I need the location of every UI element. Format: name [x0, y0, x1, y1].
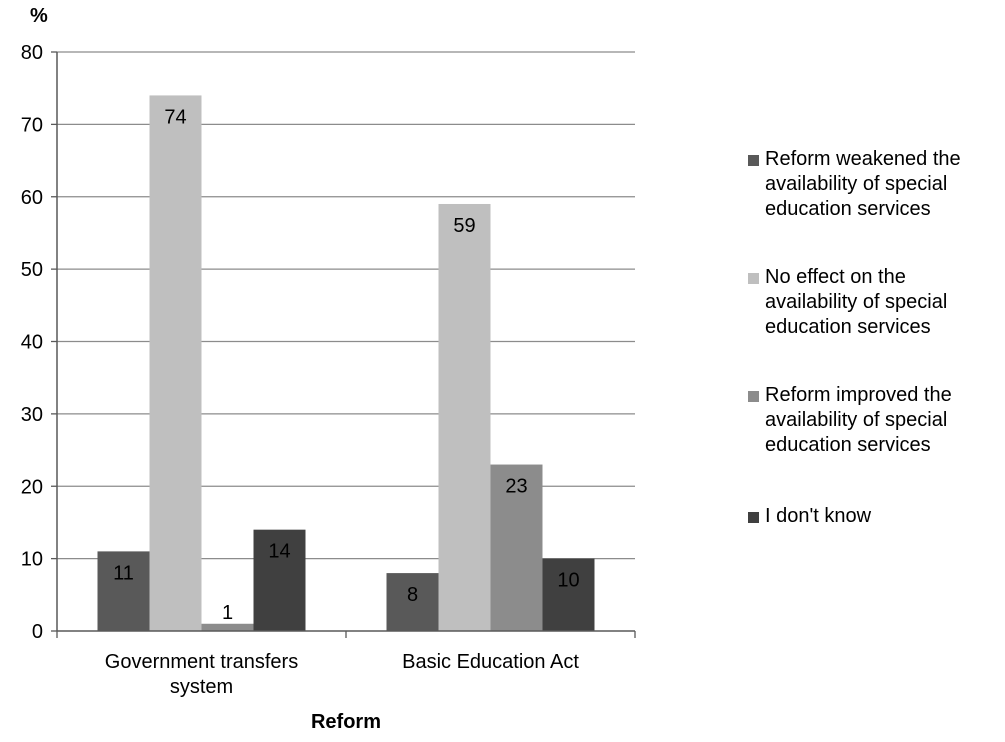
- gridlines: [57, 51, 635, 560]
- x-axis-label: Reform: [311, 711, 381, 733]
- legend-label: availability of special: [765, 409, 947, 431]
- legend-swatch: [748, 512, 759, 523]
- bars: [97, 95, 595, 632]
- legend-label: education services: [765, 434, 931, 456]
- legend-label: No effect on the: [765, 266, 906, 288]
- legend-label: education services: [765, 198, 931, 220]
- bar: [149, 95, 202, 632]
- data-label: 23: [505, 476, 527, 498]
- legend-label: I don't know: [765, 505, 872, 527]
- legend-label: Reform improved the: [765, 384, 952, 406]
- y-tick-label: 0: [32, 621, 43, 643]
- legend-swatch: [748, 155, 759, 166]
- y-tick-label: 20: [21, 476, 43, 498]
- legend-label: Reform weakened the: [765, 148, 961, 170]
- y-tick-label: 80: [21, 42, 43, 64]
- bar: [542, 558, 595, 631]
- legend-label: availability of special: [765, 291, 947, 313]
- x-tick-label: Basic Education Act: [402, 651, 579, 673]
- data-labels: 11 8 74 59 1 23 14 10: [113, 106, 580, 623]
- data-label: 14: [268, 541, 290, 563]
- legend-label: availability of special: [765, 173, 947, 195]
- bar: [201, 623, 254, 631]
- bar: [386, 573, 439, 631]
- x-tick-label: Government transfers: [105, 651, 298, 673]
- axes: 0 10 20 30 40 50 60 70 80% Government transfers sy…: [21, 5, 636, 733]
- legend-swatch: [748, 273, 759, 284]
- data-label: 1: [222, 602, 233, 624]
- data-label: 11: [113, 562, 134, 584]
- y-tick-label: 60: [21, 187, 43, 209]
- bar: [97, 551, 150, 631]
- legend: Reform weakened the availability of speci…: [748, 148, 961, 527]
- y-tick-label: 10: [21, 549, 43, 571]
- x-tick-label: system: [170, 676, 233, 698]
- bar: [438, 203, 491, 632]
- legend-swatch: [748, 391, 759, 402]
- data-label: 74: [164, 106, 186, 128]
- y-tick-label: 40: [21, 332, 43, 354]
- y-tick-label: 30: [21, 404, 43, 426]
- y-tick-label: 50: [21, 259, 43, 281]
- y-tick-label: 70: [21, 114, 43, 136]
- data-label: 59: [453, 215, 475, 237]
- data-label: 10: [557, 570, 579, 592]
- data-label: 8: [407, 584, 418, 606]
- bar: [253, 529, 306, 631]
- y-axis-label: %: [30, 5, 48, 27]
- legend-label: education services: [765, 316, 931, 338]
- bar: [490, 464, 543, 631]
